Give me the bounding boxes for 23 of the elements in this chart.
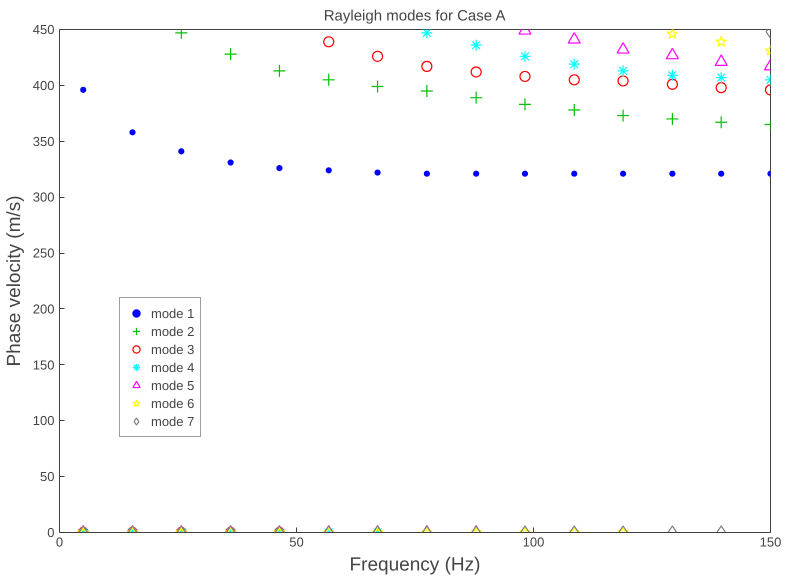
x-tick-label: 100 [522, 534, 544, 550]
y-tick-label: 300 [32, 190, 55, 205]
legend-label: mode 4 [151, 358, 194, 376]
y-tick-label: 350 [32, 134, 55, 149]
y-tick-label: 50 [40, 469, 55, 484]
y-axis-title: Phase velocity (m/s) [4, 195, 25, 367]
y-tick-label: 250 [32, 246, 55, 261]
y-tick-label: 400 [32, 78, 55, 93]
y-tick-label: 150 [32, 357, 55, 372]
legend-label: mode 6 [151, 394, 194, 412]
x-tick-label: 150 [760, 534, 782, 550]
y-tick-label: 450 [32, 22, 55, 37]
x-tick-label: 50 [289, 534, 304, 550]
y-tick-label: 0 [47, 525, 55, 540]
legend-label: mode 5 [151, 376, 194, 394]
y-tick-label: 100 [32, 413, 55, 428]
x-axis-title: Frequency (Hz) [350, 554, 480, 576]
legend-label: mode 1 [151, 304, 194, 322]
y-tick-label: 200 [32, 301, 55, 316]
legend-label: mode 3 [151, 340, 194, 358]
legend-label: mode 2 [151, 322, 194, 340]
legend-label: mode 7 [151, 412, 194, 430]
chart-title: Rayleigh modes for Case A [324, 8, 506, 24]
